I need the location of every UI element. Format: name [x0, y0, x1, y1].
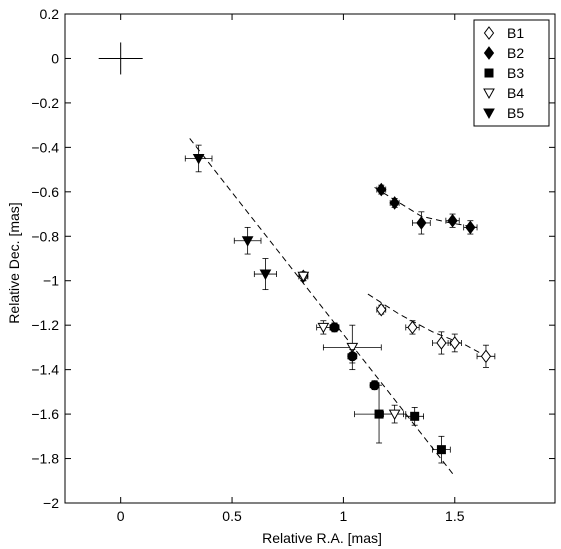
data-point [374, 409, 384, 419]
data-point [447, 213, 458, 228]
legend-marker [483, 108, 495, 120]
y-tick-label: 0.2 [40, 6, 60, 22]
data-point [410, 411, 420, 421]
plot-frame [64, 13, 556, 504]
series-circle-filled [329, 322, 380, 391]
data-point [389, 196, 400, 210]
y-tick-label: −2 [43, 495, 59, 511]
data-point [346, 342, 359, 354]
series-b5 [184, 144, 277, 291]
x-tick-label: 1.5 [445, 508, 465, 524]
series-b3 [354, 384, 451, 464]
data-point [347, 351, 358, 362]
data-point [465, 220, 476, 235]
legend-label: B2 [507, 45, 524, 61]
data-point [259, 269, 272, 281]
legend-label: B3 [507, 65, 524, 81]
y-tick-label: −1.8 [31, 451, 59, 467]
axis-ticks: 0 0.5 1 1.5 0.2 0 −0.2 −0.4 −0.6 −0.8 −1 −1.2 −1.4 −1… [31, 6, 555, 524]
data-point [329, 322, 340, 333]
legend-marker [483, 88, 495, 100]
y-tick-label: −1 [43, 273, 59, 289]
y-tick-label: −1.2 [31, 317, 59, 333]
y-axis-title: Relative Dec. [mas] [6, 202, 22, 323]
legend-marker [483, 46, 495, 60]
data-point [388, 409, 401, 421]
data-marks [184, 144, 496, 464]
data-point [416, 216, 427, 230]
data-point [480, 349, 492, 364]
data-point [376, 302, 387, 317]
data-point [449, 336, 460, 350]
data-point [192, 153, 205, 165]
y-tick-label: −0.8 [31, 228, 59, 244]
x-tick-label: 1 [340, 508, 348, 524]
series-b2 [376, 182, 478, 235]
legend-marker [483, 26, 495, 40]
x-tick-label: 0.5 [222, 508, 242, 524]
core-reference-marker [98, 42, 143, 75]
data-point [317, 322, 330, 334]
data-point [436, 445, 446, 455]
y-tick-label: 0 [51, 50, 59, 66]
y-tick-label: −0.6 [31, 184, 59, 200]
legend-label: B4 [507, 85, 524, 101]
x-axis-title: Relative R.A. [mas] [262, 530, 382, 546]
data-point [436, 336, 447, 350]
series-b4 [297, 271, 407, 424]
y-tick-label: −1.4 [31, 362, 59, 378]
data-point [407, 320, 418, 335]
legend-marker [484, 68, 494, 78]
y-tick-label: −0.2 [31, 95, 59, 111]
data-point [369, 380, 380, 391]
legend-label: B1 [507, 25, 524, 41]
data-point [241, 236, 254, 247]
data-point [376, 182, 387, 197]
y-tick-label: −0.4 [31, 139, 59, 155]
fit-line [189, 138, 456, 477]
legend: B1 B2 B3 B4 B5 [473, 19, 550, 127]
x-tick-label: 0 [117, 508, 125, 524]
fit-line [367, 293, 491, 359]
legend-label: B5 [507, 105, 524, 121]
y-tick-label: −1.6 [31, 406, 59, 422]
data-point [297, 271, 310, 283]
